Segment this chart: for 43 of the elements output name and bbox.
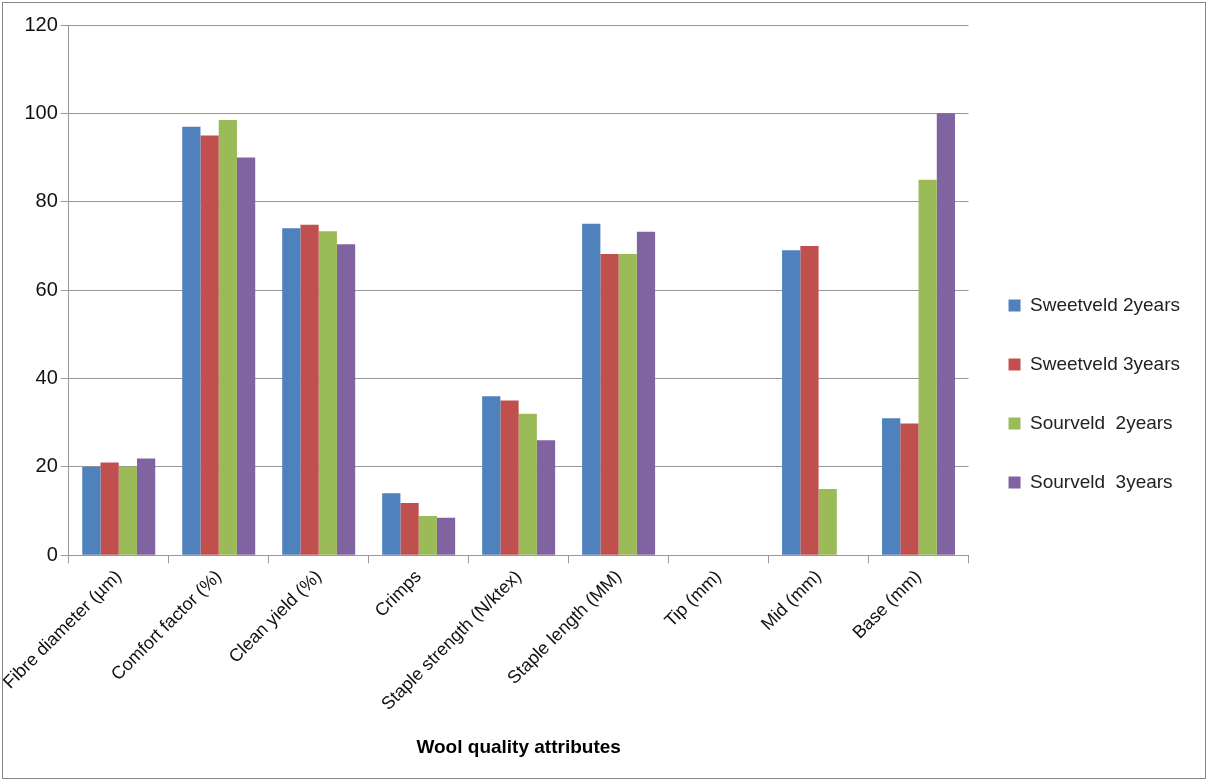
bar: [818, 488, 837, 555]
x-axis-title: Wool quality attributes: [416, 735, 621, 757]
bar: [100, 462, 119, 555]
y-tick-label: 100: [24, 100, 58, 123]
bar: [500, 400, 519, 555]
bar: [300, 224, 319, 555]
bar: [282, 228, 301, 555]
y-tick-label: 60: [35, 277, 58, 300]
bar: [218, 120, 237, 555]
bar: [782, 250, 801, 555]
bar: [418, 515, 437, 555]
bar: [882, 418, 901, 555]
bar: [200, 135, 219, 555]
bar: [582, 223, 601, 555]
legend-label: Sourveld 2years: [1030, 411, 1173, 433]
bar: [482, 396, 501, 555]
y-tick-label: 40: [35, 366, 58, 388]
bar: [236, 157, 256, 555]
bar: [918, 179, 937, 555]
bar: [318, 231, 337, 555]
y-tick-label: 120: [24, 12, 58, 35]
bar: [436, 517, 456, 555]
bar: [636, 231, 656, 555]
y-tick-label: 20: [35, 454, 58, 477]
bar: [618, 253, 637, 555]
legend-label: Sweetveld 2years: [1030, 293, 1180, 315]
bar: [518, 413, 537, 555]
bar: [336, 244, 356, 555]
bar: [936, 113, 956, 555]
bar: [382, 493, 401, 555]
bar: [82, 466, 101, 555]
bar: [600, 253, 619, 555]
y-tick-label: 0: [46, 542, 58, 565]
bar: [800, 245, 819, 555]
bar: [182, 126, 201, 555]
bar: [536, 440, 556, 555]
legend-label: Sourveld 3years: [1030, 470, 1173, 492]
bar: [136, 458, 156, 555]
legend-label: Sweetveld 3years: [1030, 352, 1180, 374]
y-tick-label: 80: [35, 189, 58, 212]
bar: [900, 423, 919, 555]
bar: [400, 503, 419, 555]
bar: [118, 466, 137, 555]
